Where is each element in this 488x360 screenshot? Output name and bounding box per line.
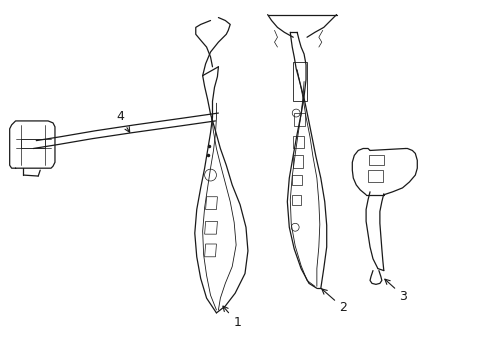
Text: 2: 2: [321, 289, 346, 315]
Text: 1: 1: [223, 306, 241, 329]
Text: 3: 3: [384, 279, 407, 303]
Text: 4: 4: [116, 109, 129, 132]
